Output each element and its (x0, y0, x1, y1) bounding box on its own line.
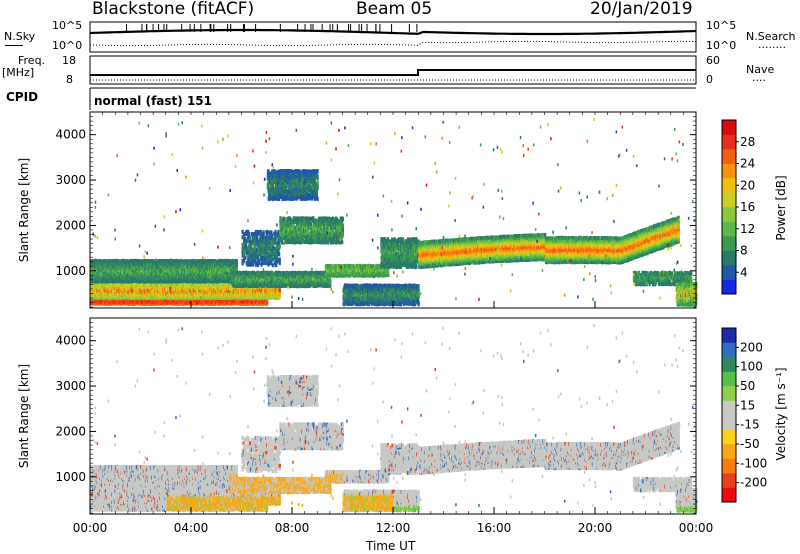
nsearch-trace (90, 41, 696, 45)
nsky-trace (90, 30, 696, 34)
power-cell (236, 259, 238, 263)
power-cell (279, 288, 281, 292)
power-cells (90, 118, 698, 307)
freq-trace (90, 70, 696, 75)
nsky-panel-frame (90, 22, 696, 52)
